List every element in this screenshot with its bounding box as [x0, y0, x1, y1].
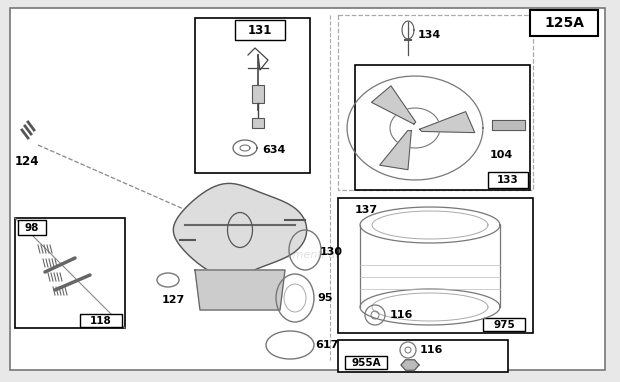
Text: eReplacementParts.com: eReplacementParts.com [242, 250, 378, 260]
Text: 125A: 125A [544, 16, 584, 30]
Bar [488, 172, 528, 188]
Text: 133: 133 [497, 175, 519, 185]
Bar [252, 85, 264, 103]
Bar [18, 220, 46, 235]
Polygon shape [492, 120, 525, 130]
Text: 134: 134 [418, 30, 441, 40]
Bar [15, 218, 125, 328]
Text: 118: 118 [90, 316, 112, 326]
Bar [355, 65, 530, 190]
Text: 131: 131 [248, 24, 272, 37]
Bar [338, 15, 533, 190]
Bar [530, 10, 598, 36]
Polygon shape [195, 270, 285, 310]
Polygon shape [420, 112, 475, 133]
Bar [338, 340, 508, 372]
Text: 975: 975 [493, 320, 515, 330]
Text: 104: 104 [490, 150, 513, 160]
Text: 137: 137 [355, 205, 378, 215]
Bar [235, 20, 285, 40]
Bar [252, 118, 264, 128]
Polygon shape [401, 360, 419, 370]
Text: 127: 127 [162, 295, 185, 305]
Bar [338, 198, 533, 333]
Text: 116: 116 [420, 345, 443, 355]
Polygon shape [371, 86, 415, 124]
Polygon shape [379, 131, 411, 170]
Bar [80, 314, 122, 327]
Bar [345, 356, 387, 369]
Polygon shape [174, 183, 307, 277]
Text: 124: 124 [15, 155, 40, 168]
Bar [195, 18, 310, 173]
Text: 955A: 955A [351, 358, 381, 368]
Text: 617: 617 [315, 340, 339, 350]
Text: 634: 634 [262, 145, 285, 155]
Text: 130: 130 [320, 247, 343, 257]
Text: 116: 116 [390, 310, 414, 320]
Text: 95: 95 [317, 293, 332, 303]
Bar [483, 318, 525, 331]
Text: 98: 98 [25, 223, 39, 233]
